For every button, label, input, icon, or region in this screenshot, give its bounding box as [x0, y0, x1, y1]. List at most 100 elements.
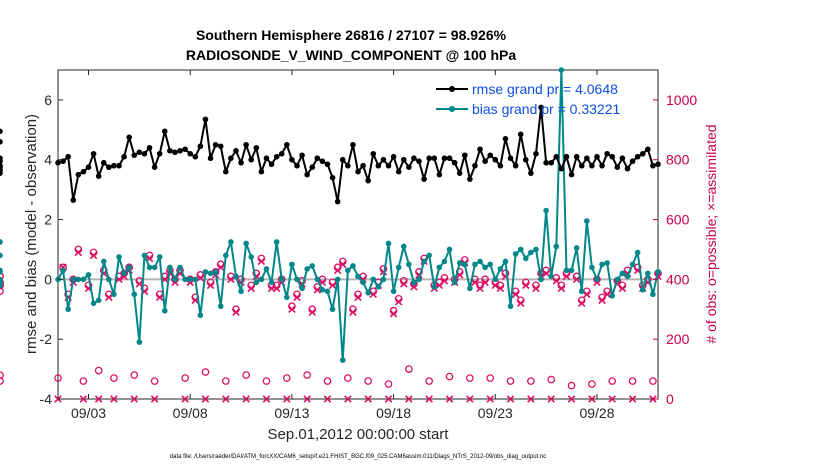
bias-point: [111, 291, 117, 298]
obs-assimilated-point: [481, 278, 489, 287]
legend-bias-label: bias grand pr = 0.33221: [472, 101, 620, 117]
bias-point: [482, 264, 488, 271]
rmse-point: [116, 162, 122, 169]
bias-point: [222, 252, 229, 259]
bias-point: [416, 276, 422, 283]
rmse-point: [80, 168, 87, 175]
obs-assimilated-point: [410, 283, 418, 291]
rmse-point: [177, 147, 183, 154]
obs-possible-point: [282, 374, 291, 382]
y-right-tick-label: 200: [666, 331, 690, 347]
bias-point: [263, 266, 270, 272]
bias-point: [304, 266, 310, 272]
rmse-point: [304, 171, 310, 178]
obs-assimilated-point: [105, 293, 113, 302]
bias-point: [75, 276, 82, 283]
rmse-point: [0, 128, 3, 135]
bias-point: [553, 243, 560, 250]
y-right-axis-label: # of obs: o=possible; ×=assimilated: [703, 124, 719, 343]
obs-assimilated-point: [288, 305, 296, 314]
bias-point: [634, 249, 641, 256]
rmse-point: [645, 146, 651, 153]
bias-point: [436, 264, 443, 271]
obs-assimilated-point: [471, 278, 479, 287]
obs-possible-point: [303, 371, 312, 379]
bias-point: [80, 276, 87, 283]
rmse-point: [263, 155, 270, 162]
obs-assimilated-point: [354, 293, 362, 302]
bias-point: [594, 276, 600, 283]
obs-possible-point: [0, 281, 4, 290]
bias-point: [345, 267, 351, 274]
y-right-tick-label: 400: [666, 271, 690, 287]
rmse-point: [187, 150, 194, 157]
rmse-point: [100, 159, 107, 166]
rmse-point: [553, 153, 560, 160]
rmse-point: [563, 153, 570, 160]
rmse-point: [655, 161, 661, 168]
bias-point: [131, 291, 138, 298]
obs-assimilated-point: [562, 272, 571, 281]
obs-assimilated-point: [333, 266, 342, 275]
rmse-point: [55, 159, 61, 166]
bias-point: [233, 273, 239, 280]
obs-assimilated-point: [338, 260, 347, 269]
y-tick-label: -4: [40, 391, 53, 407]
obs-possible-point: [567, 381, 576, 390]
obs-assimilated-point: [542, 269, 550, 278]
rmse-point: [222, 168, 229, 175]
bias-point: [0, 269, 3, 275]
rmse-point: [0, 170, 3, 176]
bias-point: [639, 287, 646, 293]
rmse-point: [604, 150, 610, 157]
obs-assimilated-point: [649, 395, 657, 403]
bias-point: [0, 279, 3, 286]
x-tick-label: 09/13: [274, 405, 309, 421]
bias-point: [121, 270, 127, 277]
bias-point: [385, 240, 392, 247]
rmse-point: [319, 158, 326, 165]
rmse-point: [375, 162, 382, 169]
rmse-point: [426, 155, 432, 162]
rmse-point: [528, 170, 534, 176]
obs-possible-point: [130, 371, 139, 379]
bias-point: [161, 307, 168, 314]
bias-point: [609, 293, 616, 299]
bias-point: [400, 243, 407, 250]
obs-assimilated-point: [130, 395, 139, 403]
obs-assimilated-point: [79, 395, 88, 403]
obs-assimilated-point: [511, 290, 520, 299]
rmse-point: [568, 171, 575, 178]
bias-point: [151, 264, 158, 271]
bias-point: [228, 239, 234, 245]
bias-point: [624, 273, 631, 280]
bias-point: [106, 276, 112, 283]
obs-assimilated-point: [313, 286, 322, 294]
rmse-point: [334, 198, 341, 205]
bias-point: [0, 252, 3, 259]
obs-assimilated-point: [349, 308, 357, 317]
bias-point: [655, 269, 661, 275]
rmse-point: [395, 168, 402, 175]
bias-point: [329, 306, 336, 313]
rmse-point: [492, 156, 499, 163]
bias-point: [558, 67, 565, 73]
bias-point: [309, 263, 316, 269]
obs-possible-point: [201, 368, 210, 376]
y-right-tick-label: 0: [666, 391, 674, 407]
rmse-point: [522, 156, 529, 163]
obs-possible-point: [181, 374, 189, 382]
y-tick-label: 4: [44, 152, 52, 168]
rmse-point: [156, 150, 163, 157]
rmse-point: [228, 155, 234, 162]
obs-assimilated-point: [272, 284, 281, 293]
bias-point: [543, 207, 549, 214]
rmse-point: [451, 159, 458, 166]
bias-point: [411, 279, 417, 286]
bias-point: [60, 267, 66, 274]
bias-series: [0, 67, 661, 363]
rmse-point: [385, 162, 392, 169]
obs-assimilated-point: [516, 299, 525, 308]
bias-point: [619, 270, 626, 277]
bias-point: [512, 251, 519, 257]
